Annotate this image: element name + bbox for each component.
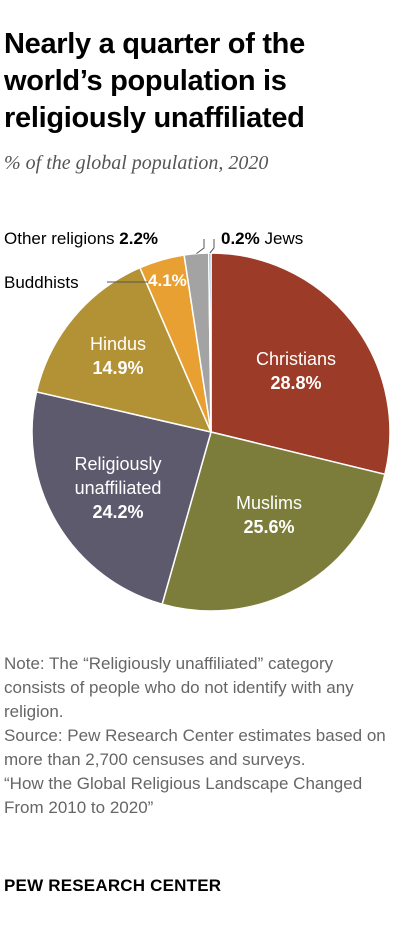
source-text: Source: Pew Research Center estimates ba… <box>4 726 386 769</box>
leader-other-religions <box>196 239 205 255</box>
label-hindus: Hindus 14.9% <box>90 334 146 378</box>
pie-slice-muslims <box>161 431 386 612</box>
notes-block: Note: The “Religiously unaffiliated” cat… <box>4 652 396 820</box>
pie-slice-hindus <box>35 266 213 434</box>
chart-subtitle: % of the global population, 2020 <box>4 152 269 174</box>
label-other-religions: Other religions 2.2% <box>4 229 158 248</box>
value-buddhists: 4.1% <box>148 271 187 290</box>
label-buddhists: Buddhists <box>4 273 79 292</box>
pie-slice-christians <box>210 252 391 476</box>
pie-chart: Christians 28.8% Muslims 25.6% Religiously un… <box>4 229 391 612</box>
pie-slice-religiously-unaffiliated <box>31 390 212 606</box>
label-muslims: Muslims 25.6% <box>236 493 302 537</box>
label-religiously-unaffiliated: Religiously unaffiliated 24.2% <box>74 454 161 522</box>
report-title: “How the Global Religious Landscape Chan… <box>4 774 363 817</box>
label-jews: 0.2% Jews <box>221 229 303 248</box>
leader-jews <box>209 239 215 254</box>
brand-logo-text: PEW RESEARCH CENTER <box>4 876 222 895</box>
pie-slice-jews <box>207 252 212 433</box>
note-text: Note: The “Religiously unaffiliated” cat… <box>4 654 354 721</box>
chart-title: Nearly a quarter of the world’s populati… <box>4 28 305 134</box>
label-christians: Christians 28.8% <box>256 349 336 393</box>
